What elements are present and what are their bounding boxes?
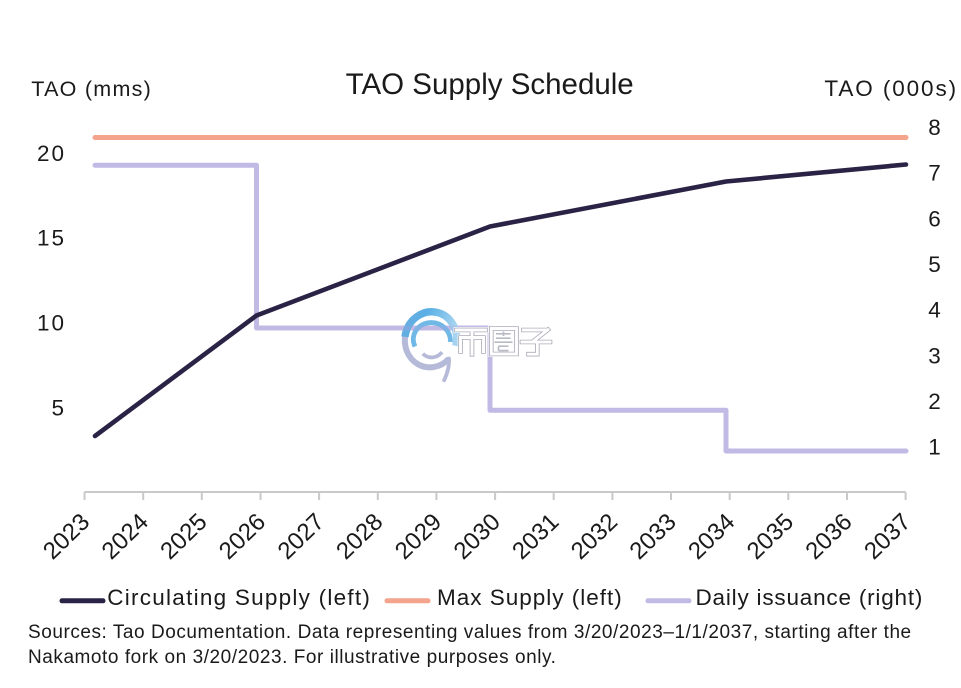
svg-text:TAO (mms): TAO (mms) xyxy=(31,77,152,101)
svg-text:5: 5 xyxy=(51,396,66,421)
svg-text:Sources: Tao Documentation. Da: Sources: Tao Documentation. Data represe… xyxy=(28,622,912,643)
svg-text:2: 2 xyxy=(928,389,941,414)
svg-text:Circulating Supply (left): Circulating Supply (left) xyxy=(107,585,371,610)
svg-text:20: 20 xyxy=(37,141,66,166)
svg-text:10: 10 xyxy=(37,311,66,336)
svg-text:Daily issuance (right): Daily issuance (right) xyxy=(696,585,924,610)
svg-text:6: 6 xyxy=(928,206,941,231)
svg-text:Nakamoto fork on 3/20/2023. Fo: Nakamoto fork on 3/20/2023. For illustra… xyxy=(28,647,556,668)
svg-text:3: 3 xyxy=(928,343,941,368)
svg-text:5: 5 xyxy=(928,252,941,277)
svg-text:1: 1 xyxy=(928,435,941,460)
svg-text:4: 4 xyxy=(928,298,941,323)
svg-text:TAO Supply Schedule: TAO Supply Schedule xyxy=(346,68,634,101)
svg-text:7: 7 xyxy=(928,161,941,186)
svg-text:15: 15 xyxy=(37,226,66,251)
svg-text:Max Supply (left): Max Supply (left) xyxy=(437,585,623,610)
svg-text:TAO (000s): TAO (000s) xyxy=(824,76,958,101)
svg-text:8: 8 xyxy=(928,115,941,140)
